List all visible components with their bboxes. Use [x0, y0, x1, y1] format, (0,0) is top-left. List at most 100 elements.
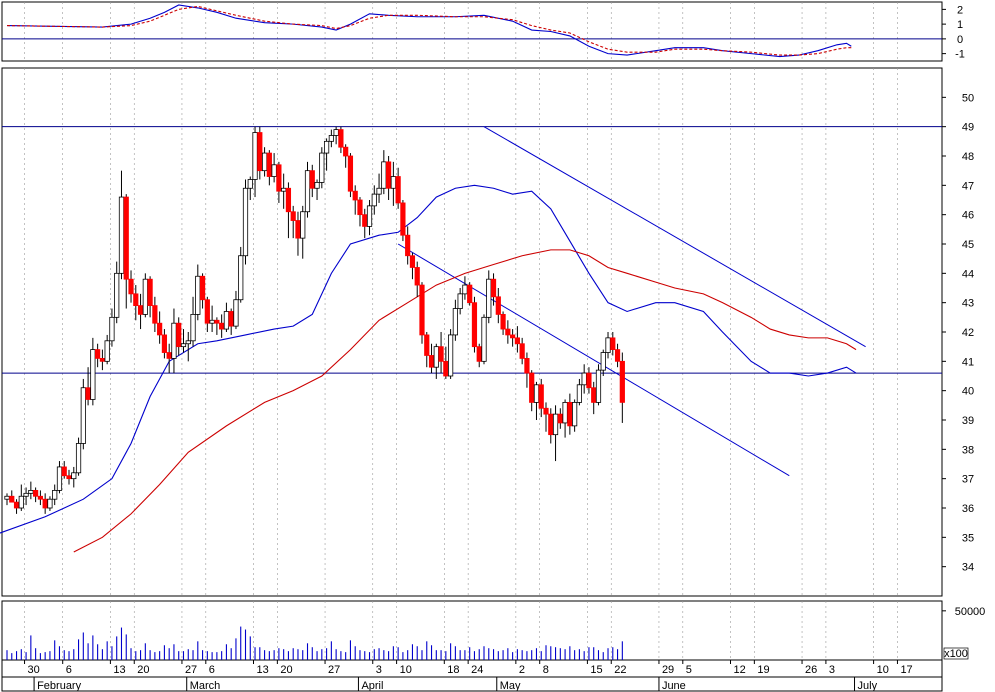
candle-body-up [457, 293, 463, 309]
candle-body-up [319, 152, 325, 183]
candle-body-up [233, 299, 239, 327]
day-tick-label: 13 [113, 664, 125, 676]
candle-body-up [75, 443, 82, 474]
candle-body-down [395, 176, 401, 204]
candle-body-up [90, 349, 96, 400]
candle-body-up [171, 322, 177, 359]
candle-body-down [285, 187, 292, 213]
day-tick-label: 3 [829, 664, 835, 676]
candle-body-down [290, 211, 296, 221]
candle-body-up [572, 401, 578, 427]
candle-body-down [9, 495, 15, 503]
month-label: March [190, 680, 221, 692]
candle-body-down [619, 360, 625, 403]
oscillator-line-solid [6, 4, 852, 58]
candle-body-down [95, 349, 101, 359]
volume-panel-frame [1, 600, 943, 661]
candle-body-down [295, 220, 301, 239]
candle-body-down [409, 255, 416, 268]
candle-body-down [42, 498, 48, 509]
candle-body-up [323, 140, 330, 154]
candle-body-up [118, 196, 125, 274]
candle-body-down [128, 278, 134, 295]
volume-bars [6, 626, 623, 660]
day-tick-label: 6 [209, 664, 215, 676]
candle-body-down [152, 305, 158, 324]
candle-body-up [390, 176, 396, 189]
day-tick-label: 6 [66, 664, 72, 676]
volume-tick-label: 50000 [955, 606, 986, 618]
month-label: June [662, 680, 686, 692]
price-tick-label: 49 [962, 122, 974, 134]
price-tick-label: 41 [962, 356, 974, 368]
candle-body-down [219, 322, 225, 330]
candle-body-down [400, 202, 406, 236]
candle-body-down [137, 305, 144, 315]
day-tick-label: 27 [185, 664, 197, 676]
candle-body-down [543, 407, 549, 415]
month-axis-frame [1, 676, 943, 692]
candle-body-up [581, 372, 587, 386]
candle-body-down [586, 372, 592, 389]
price-tick-label: 43 [962, 298, 974, 310]
candle-body-down [405, 234, 411, 257]
price-tick-label: 36 [962, 503, 974, 515]
candle-body-down [510, 334, 516, 339]
candle-body-down [204, 299, 210, 324]
candle-body-down [471, 302, 478, 348]
day-tick-label: 8 [543, 664, 549, 676]
candle-body-up [18, 495, 24, 509]
candle-body-down [147, 278, 153, 307]
candle-body-up [605, 337, 611, 353]
candle-body-down [338, 129, 344, 148]
price-tick-label: 37 [962, 474, 974, 486]
candle-body-up [595, 369, 602, 403]
price-tick-label: 47 [962, 180, 974, 192]
candle-body-up [4, 495, 10, 500]
candle-body-down [257, 132, 263, 172]
day-tick-label: 22 [614, 664, 626, 676]
month-label: May [500, 680, 521, 692]
month-label: July [858, 680, 878, 692]
candle-body-down [428, 355, 435, 368]
candle-body-up [252, 132, 258, 180]
oscillator-tick-label: -1 [955, 49, 965, 61]
price-tick-label: 38 [962, 444, 974, 456]
candle-body-down [266, 152, 272, 177]
day-tick-label: 10 [877, 664, 889, 676]
candle-body-up [142, 278, 148, 315]
candle-body-up [314, 181, 320, 189]
candle-body-down [214, 319, 220, 324]
candle-body-down [557, 413, 563, 424]
price-tick-label: 48 [962, 151, 974, 163]
candle-body-down [199, 275, 206, 301]
candle-body-up [381, 161, 387, 189]
candle-body-down [99, 357, 105, 362]
volume-unit-label: x100 [944, 648, 968, 660]
candle-body-up [223, 311, 230, 330]
candle-body-up [333, 129, 339, 136]
oscillator-signal-line-dashed [6, 5, 852, 56]
candle-body-up [271, 164, 277, 177]
candle-body-down [591, 387, 597, 403]
day-tick-label: 2 [519, 664, 525, 676]
price-tick-label: 39 [962, 415, 974, 427]
oscillator-tick-label: 2 [957, 4, 963, 16]
candle-body-up [462, 284, 468, 295]
axes: 5049484746454443424140393837363534210-15… [24, 4, 986, 692]
candle-body-up [533, 384, 540, 403]
price-tick-label: 45 [962, 239, 974, 251]
day-tick-label: 20 [137, 664, 149, 676]
candle-body-down [276, 164, 282, 192]
price-tick-label: 42 [962, 327, 974, 339]
candle-body-up [56, 466, 63, 491]
candle-body-up [486, 278, 492, 318]
day-tick-label: 29 [662, 664, 674, 676]
candle-body-down [500, 313, 506, 330]
candle-body-up [80, 387, 86, 444]
candle-body-down [414, 267, 420, 286]
month-label: February [37, 680, 82, 692]
candle-body-down [614, 349, 621, 362]
trendline [397, 243, 790, 477]
candle-body-up [300, 211, 306, 239]
